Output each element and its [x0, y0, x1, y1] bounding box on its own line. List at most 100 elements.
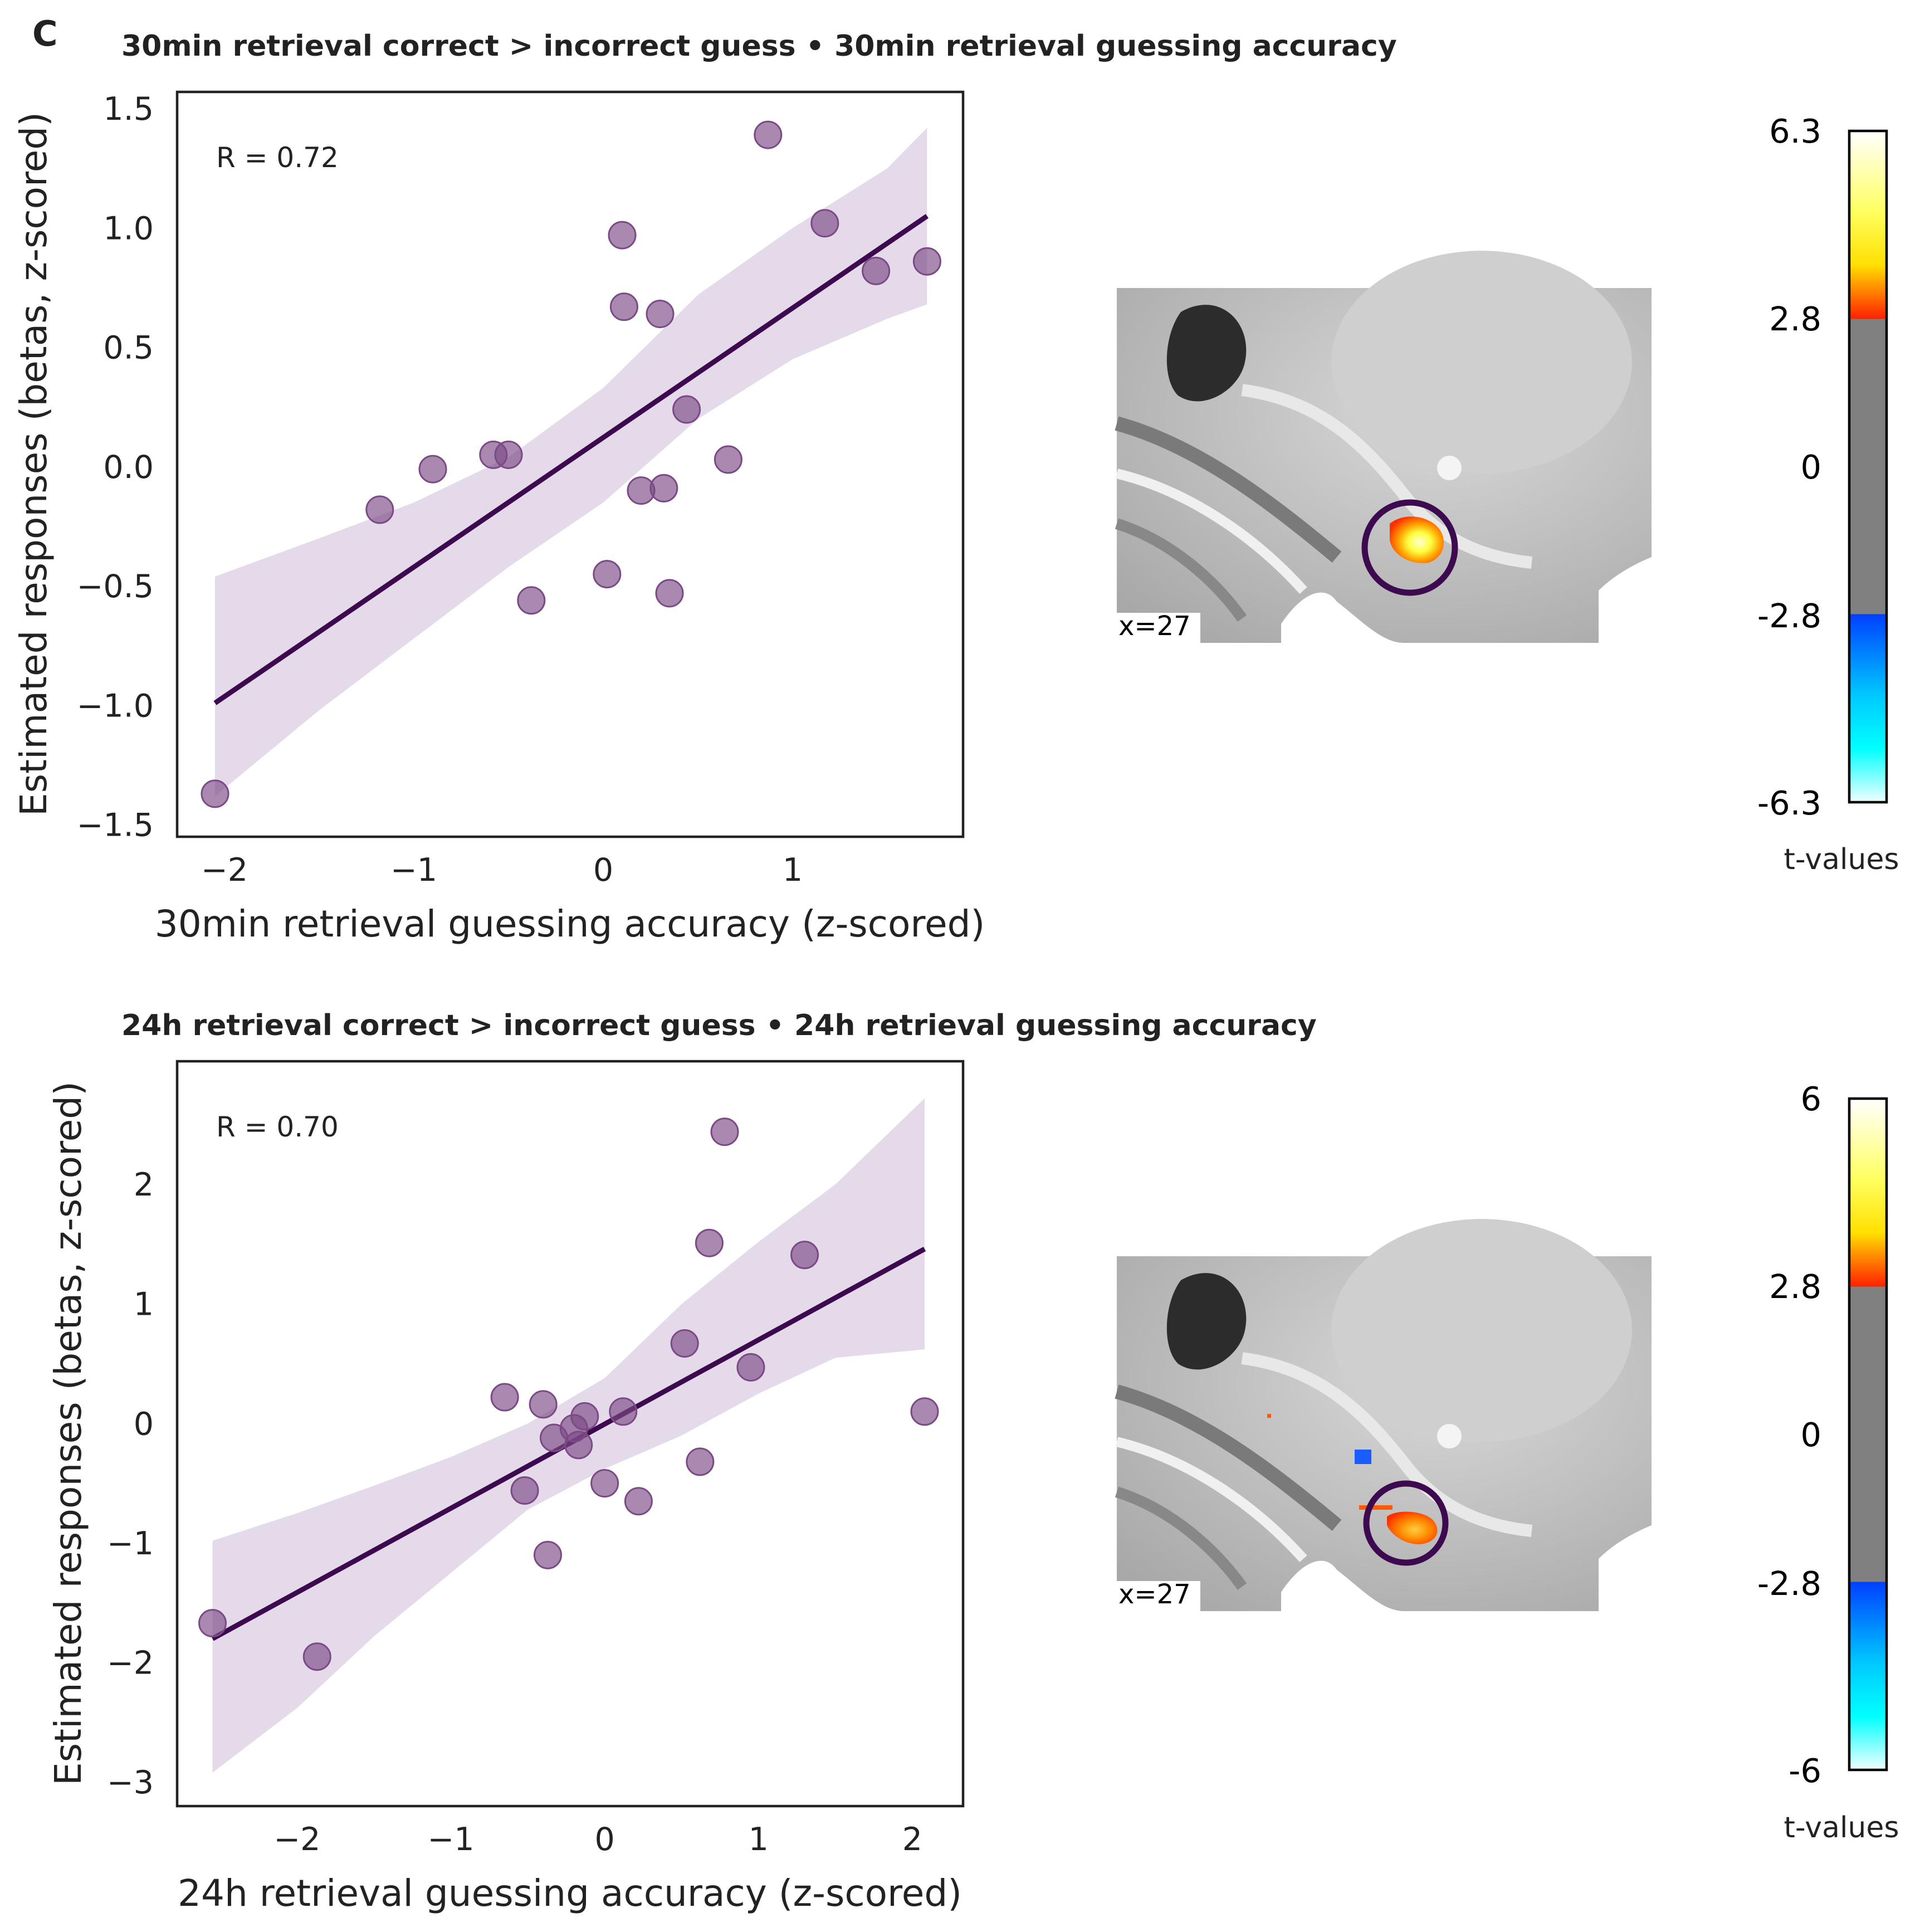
y-tick-label: 1.5: [103, 91, 154, 128]
x-tick-label: 0: [593, 852, 613, 889]
data-point: [624, 1487, 653, 1516]
scatter-chart-30min: 30min retrieval correct > incorrect gues…: [12, 30, 1397, 945]
data-point: [672, 395, 701, 424]
colorbar-24h: 6 2.8 0 -2.8 -6 t-values: [1757, 1080, 1899, 1845]
x-tick-label: 0: [594, 1821, 614, 1858]
colorbar-tick: -6.3: [1757, 784, 1821, 822]
y-tick-label: −1.0: [77, 687, 154, 724]
y-tick-label: 2: [134, 1167, 154, 1203]
y-tick-label: −0.5: [77, 568, 154, 605]
x-tick-label: −1: [427, 1821, 474, 1858]
data-point: [609, 292, 638, 321]
x-axis-label: 24h retrieval guessing accuracy (z-score…: [178, 1872, 962, 1915]
colorbar-tick: -2.8: [1757, 1564, 1821, 1603]
data-point: [590, 1469, 619, 1498]
y-axis-label: Estimated responses (betas, z-scored): [47, 1081, 90, 1785]
data-point: [608, 221, 637, 250]
panel-letter: C: [32, 13, 58, 54]
data-point: [418, 455, 447, 484]
activation-cluster: [1387, 1511, 1438, 1544]
data-point: [365, 495, 394, 524]
data-points: [198, 1118, 939, 1671]
data-point: [529, 1390, 558, 1419]
data-point: [564, 1431, 593, 1460]
x-tick-labels: −2 −1 0 1 2: [273, 1821, 922, 1858]
data-point: [198, 1609, 227, 1638]
plot-frame: [175, 90, 965, 838]
y-axis-label: Estimated responses (betas, z-scored): [12, 112, 55, 816]
y-tick-labels: −3 −2 −1 0 1 2: [107, 1167, 154, 1801]
colorbar-tick: 0: [1800, 448, 1821, 486]
data-point: [490, 1383, 519, 1412]
x-tick-label: 1: [749, 1821, 769, 1858]
data-point: [695, 1228, 724, 1257]
x-tick-label: 1: [783, 852, 803, 889]
data-point: [302, 1642, 331, 1671]
y-tick-label: 1: [134, 1286, 154, 1323]
colorbar: [1848, 1097, 1888, 1772]
roi-circle: [1361, 499, 1458, 596]
data-point: [710, 1118, 739, 1146]
slice-label: x=27: [1118, 1579, 1191, 1610]
ventricle: [1166, 1273, 1247, 1370]
x-tick-label: 2: [902, 1821, 922, 1858]
colorbar-30min: 6.3 2.8 0 -2.8 -6.3 t-values: [1757, 112, 1899, 876]
x-tick-labels: −2 −1 0 1: [201, 852, 803, 889]
y-tick-label: 0.5: [103, 330, 154, 367]
colorbar-tick: -6: [1789, 1752, 1821, 1790]
roi-circle: [1363, 1480, 1449, 1566]
ventricle: [1166, 305, 1247, 402]
data-point: [609, 1397, 638, 1426]
colorbar: [1848, 129, 1888, 804]
y-tick-label: 0.0: [103, 449, 154, 486]
colorbar-tick: 6.3: [1769, 112, 1821, 150]
data-point: [686, 1447, 715, 1476]
data-point: [201, 779, 229, 808]
colorbar-tick: -2.8: [1757, 597, 1821, 635]
data-point: [912, 247, 941, 276]
correlation-annotation: R = 0.72: [216, 142, 339, 174]
brain-slice-24h: x=27: [1115, 1219, 1652, 1611]
regression-line: [213, 214, 929, 705]
y-tick-labels: −1.5 −1.0 −0.5 0.0 0.5 1.0 1.5: [77, 91, 154, 844]
data-points: [201, 120, 941, 808]
colorbar-label: t-values: [1784, 843, 1899, 876]
colorbar-label: t-values: [1784, 1811, 1899, 1845]
chart-title: 24h retrieval correct > incorrect guess …: [121, 1009, 1317, 1042]
data-point: [593, 560, 622, 589]
y-tick-label: −1: [107, 1525, 154, 1562]
y-tick-label: −2: [107, 1645, 154, 1681]
x-tick-label: −2: [273, 1821, 320, 1858]
data-point: [646, 300, 675, 329]
data-point: [649, 474, 678, 502]
data-point: [810, 209, 839, 238]
x-tick-label: −1: [390, 852, 437, 889]
colorbar-tick: 6: [1800, 1080, 1821, 1118]
activation-cluster: [1390, 516, 1444, 563]
data-point: [754, 120, 783, 149]
slice-label: x=27: [1118, 611, 1191, 642]
y-tick-label: 0: [134, 1406, 154, 1442]
data-point: [570, 1402, 599, 1431]
data-point: [790, 1241, 819, 1270]
data-point: [714, 445, 742, 474]
data-point: [670, 1329, 699, 1358]
data-point: [862, 256, 891, 285]
scatter-chart-24h: 24h retrieval correct > incorrect guess …: [47, 1009, 1317, 1915]
data-point: [655, 579, 684, 608]
x-tick-label: −2: [201, 852, 248, 889]
y-tick-label: 1.0: [103, 210, 154, 247]
data-point: [494, 440, 523, 469]
negative-cluster: [1355, 1450, 1371, 1464]
data-point: [736, 1353, 765, 1382]
data-point: [533, 1540, 562, 1569]
plot-frame: [175, 1060, 965, 1808]
correlation-annotation: R = 0.70: [216, 1111, 339, 1143]
y-tick-label: −1.5: [77, 807, 154, 844]
brain-slice-30min: x=27: [1115, 251, 1652, 643]
colorbar-tick: 2.8: [1769, 300, 1821, 338]
colorbar-tick: 2.8: [1769, 1267, 1821, 1306]
data-point: [510, 1476, 539, 1505]
x-axis-label: 30min retrieval guessing accuracy (z-sco…: [155, 902, 985, 945]
